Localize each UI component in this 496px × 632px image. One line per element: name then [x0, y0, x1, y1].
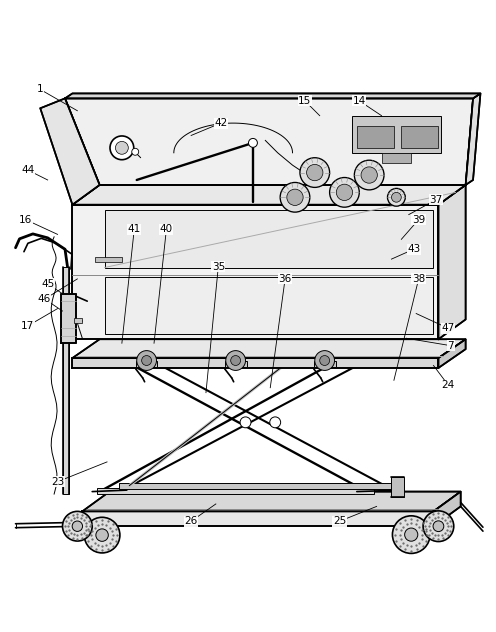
Text: 1: 1 — [37, 85, 44, 94]
Polygon shape — [95, 257, 122, 262]
Text: 38: 38 — [412, 274, 425, 284]
Circle shape — [226, 351, 246, 370]
Text: 24: 24 — [442, 380, 455, 390]
Polygon shape — [105, 277, 434, 334]
Circle shape — [320, 356, 330, 365]
Circle shape — [137, 351, 157, 370]
Circle shape — [142, 356, 152, 365]
Polygon shape — [391, 477, 404, 497]
Circle shape — [280, 183, 310, 212]
Polygon shape — [72, 339, 466, 358]
Text: 36: 36 — [278, 274, 292, 284]
Polygon shape — [72, 358, 438, 368]
Polygon shape — [438, 339, 466, 368]
Text: 16: 16 — [19, 214, 32, 224]
Circle shape — [248, 138, 257, 147]
Polygon shape — [97, 488, 374, 494]
Polygon shape — [381, 153, 411, 162]
Text: 43: 43 — [407, 244, 420, 254]
Circle shape — [391, 192, 401, 202]
Circle shape — [330, 178, 359, 207]
Circle shape — [231, 356, 241, 365]
Polygon shape — [82, 511, 434, 526]
Text: 47: 47 — [442, 324, 455, 333]
Circle shape — [110, 136, 134, 160]
Text: 44: 44 — [21, 165, 35, 175]
Polygon shape — [357, 126, 394, 148]
Text: 25: 25 — [333, 516, 346, 526]
Text: 46: 46 — [38, 294, 51, 304]
Polygon shape — [40, 99, 100, 205]
Polygon shape — [65, 99, 473, 185]
Circle shape — [96, 529, 108, 542]
Circle shape — [84, 518, 120, 553]
Polygon shape — [62, 267, 69, 494]
Circle shape — [387, 188, 405, 206]
Circle shape — [423, 511, 454, 542]
Text: 39: 39 — [412, 214, 425, 224]
Polygon shape — [136, 360, 158, 367]
Text: 2: 2 — [42, 294, 49, 304]
Circle shape — [240, 417, 251, 428]
Circle shape — [300, 158, 330, 188]
Polygon shape — [466, 94, 481, 185]
Text: 26: 26 — [185, 516, 198, 526]
Polygon shape — [314, 360, 336, 367]
Circle shape — [62, 511, 92, 541]
Circle shape — [392, 516, 430, 554]
Polygon shape — [72, 205, 438, 339]
Circle shape — [315, 351, 335, 370]
Polygon shape — [65, 94, 481, 99]
Circle shape — [132, 149, 139, 155]
Text: 40: 40 — [160, 224, 173, 234]
Polygon shape — [74, 319, 82, 324]
Polygon shape — [82, 492, 461, 511]
Polygon shape — [105, 210, 434, 267]
Polygon shape — [438, 185, 466, 339]
Circle shape — [336, 184, 353, 200]
Polygon shape — [352, 116, 441, 153]
Text: 15: 15 — [298, 96, 311, 106]
Polygon shape — [225, 360, 247, 367]
Text: 14: 14 — [353, 96, 366, 106]
Circle shape — [287, 189, 303, 205]
Polygon shape — [61, 294, 76, 343]
Circle shape — [354, 160, 384, 190]
Circle shape — [307, 164, 323, 181]
Text: 35: 35 — [212, 262, 225, 272]
Circle shape — [433, 521, 444, 532]
Circle shape — [270, 417, 281, 428]
Circle shape — [405, 528, 418, 541]
Polygon shape — [120, 483, 401, 489]
Text: 45: 45 — [41, 279, 54, 289]
Text: 42: 42 — [214, 118, 228, 128]
Text: 41: 41 — [127, 224, 141, 234]
Circle shape — [116, 142, 128, 154]
Circle shape — [361, 167, 377, 183]
Circle shape — [72, 521, 82, 532]
Polygon shape — [434, 492, 461, 526]
Polygon shape — [401, 126, 438, 148]
Text: 23: 23 — [51, 477, 64, 487]
Text: 17: 17 — [21, 321, 35, 331]
Text: 7: 7 — [447, 341, 454, 351]
Text: 37: 37 — [430, 195, 442, 205]
Polygon shape — [72, 185, 466, 205]
